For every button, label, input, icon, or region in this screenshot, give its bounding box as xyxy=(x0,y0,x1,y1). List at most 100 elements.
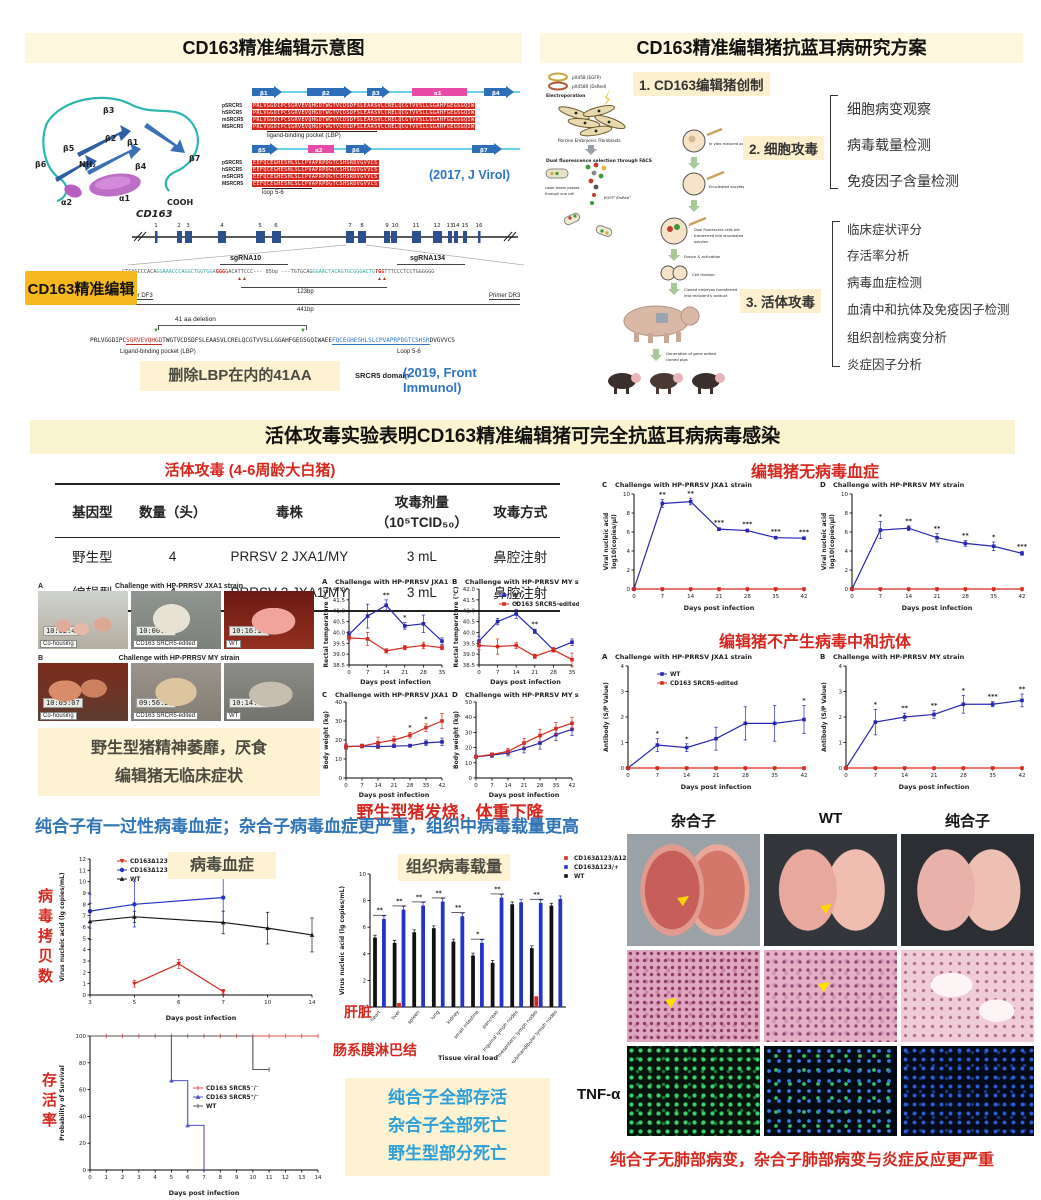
panel-research-plan: CD163精准编辑猪抗蓝耳病研究方案 pX458 (EGFP) pX458R (… xyxy=(540,33,1023,405)
citation-2019: (2019, Front Immunol) xyxy=(403,365,477,395)
svg-text:100: 100 xyxy=(76,1034,87,1040)
svg-text:0: 0 xyxy=(477,670,481,676)
protein-label-b7: β7 xyxy=(189,154,200,163)
svg-text:35: 35 xyxy=(553,783,560,789)
svg-text:41.5: 41.5 xyxy=(463,598,476,604)
svg-text:35: 35 xyxy=(772,594,779,600)
svg-text:7: 7 xyxy=(202,1175,206,1181)
svg-text:A: A xyxy=(602,653,608,661)
ss-diagram-block2: β5 α2 β6 β7 xyxy=(252,143,520,155)
step-2-item: 细胞病变观察 xyxy=(847,101,931,117)
challenge-heading: 活体攻毒 (4-6周龄大白猪) xyxy=(164,462,336,479)
protein-label-cooh: COOH xyxy=(167,198,193,207)
histology-wt xyxy=(764,950,897,1042)
svg-text:log10(copies/μl): log10(copies/μl) xyxy=(611,514,618,569)
svg-text:6: 6 xyxy=(83,925,87,931)
protein-label-nh2: NH₂ xyxy=(79,160,96,169)
pathology-headers: 杂合子 WT 纯合子 xyxy=(627,810,1041,831)
svg-text:21: 21 xyxy=(713,773,720,779)
svg-text:*: * xyxy=(403,614,407,622)
svg-text:**: ** xyxy=(416,894,423,901)
svg-text:4: 4 xyxy=(621,664,625,670)
sgrna134-label: sgRNA134 xyxy=(410,255,446,262)
step-2-box: 2. 细胞攻毒 xyxy=(743,136,825,160)
step-3-item: 炎症因子分析 xyxy=(847,358,923,372)
svg-text:42.0: 42.0 xyxy=(333,587,346,593)
svg-text:7: 7 xyxy=(348,223,352,229)
svg-text:10: 10 xyxy=(249,1175,256,1181)
svg-text:CD163Δ123/Δ123: CD163Δ123/Δ123 xyxy=(574,856,630,862)
svg-text:WT: WT xyxy=(574,874,584,880)
protein-label-a2: α2 xyxy=(61,198,72,207)
svg-text:Days post infection: Days post infection xyxy=(169,1189,240,1197)
photo-label: Co-housing xyxy=(40,640,77,648)
svg-text:Days post infection: Days post infection xyxy=(490,678,561,686)
svg-text:0: 0 xyxy=(83,1168,87,1174)
svg-text:35: 35 xyxy=(989,773,996,779)
svg-text:4: 4 xyxy=(627,549,631,555)
lung-photo-het xyxy=(627,834,760,946)
ss-b1: β1 xyxy=(260,91,268,97)
svg-text:28: 28 xyxy=(742,773,749,779)
svg-text:8: 8 xyxy=(845,511,849,517)
svg-text:*: * xyxy=(408,723,412,731)
pig-photo: 10:14:47 WT xyxy=(224,663,314,721)
chart-antibody-my: B Challenge with HP-PRRSV MY strain 0 1 2 3 4 0… xyxy=(820,653,1026,791)
svg-text:28: 28 xyxy=(550,670,557,676)
svg-text:12: 12 xyxy=(79,857,86,863)
plasmid1-label: pX458 (EGFP) xyxy=(572,75,601,80)
svg-text:1: 1 xyxy=(839,741,843,747)
svg-text:42: 42 xyxy=(439,783,446,789)
cut-site-marks-right: ▲▲ xyxy=(377,276,387,282)
chart-body-weight-my: D Challenge with HP-PRRSV MY strain 0 10 20 3… xyxy=(452,691,579,799)
svg-text:*: * xyxy=(992,533,996,541)
laser-label-2: through one cell xyxy=(545,192,574,196)
svg-text:7: 7 xyxy=(221,1000,225,1006)
svg-text:21: 21 xyxy=(716,594,723,600)
svg-text:10: 10 xyxy=(335,757,342,763)
protein-label-b6: β6 xyxy=(35,160,47,169)
svg-text:3: 3 xyxy=(83,959,87,965)
svg-text:0: 0 xyxy=(339,776,343,782)
svg-text:42: 42 xyxy=(569,783,576,789)
sgrna10-arrow xyxy=(220,264,288,265)
step-3-bracket xyxy=(832,221,840,367)
svg-text:0: 0 xyxy=(347,670,351,676)
down-arrow-icon xyxy=(585,145,597,155)
svg-text:Days post infection: Days post infection xyxy=(360,678,431,686)
svg-text:7: 7 xyxy=(879,594,883,600)
svg-text:1: 1 xyxy=(105,1175,109,1181)
svg-text:7: 7 xyxy=(360,783,364,789)
svg-text:Challenge with HP-PRRSV MY str: Challenge with HP-PRRSV MY strain xyxy=(833,653,965,661)
flow-arrow-icon xyxy=(688,200,700,212)
svg-text:39.5: 39.5 xyxy=(463,641,476,647)
svg-text:7: 7 xyxy=(661,594,665,600)
svg-text:10: 10 xyxy=(264,1000,271,1006)
cloning-workflow-diagram: pX458 (EGFP) pX458R (DsRed) Electroporat… xyxy=(545,72,753,394)
svg-text:**: ** xyxy=(377,907,384,914)
svg-text:*: * xyxy=(879,513,883,521)
svg-text:9: 9 xyxy=(385,223,389,229)
svg-text:*: * xyxy=(802,697,806,705)
pef-label: Porcine Embryonic Fibroblasts xyxy=(558,138,621,143)
svg-text:14: 14 xyxy=(901,773,908,779)
svg-text:20: 20 xyxy=(79,1141,86,1147)
photo-label: CD163 SRCR5-edited xyxy=(133,640,199,648)
svg-text:Rectal temperature (℃): Rectal temperature (℃) xyxy=(453,586,460,667)
svg-text:3: 3 xyxy=(137,1175,141,1181)
svg-text:42: 42 xyxy=(1019,594,1026,600)
svg-text:14: 14 xyxy=(905,594,912,600)
svg-text:Challenge with HP-PRRSV JXA1 s: Challenge with HP-PRRSV JXA1 strain xyxy=(615,653,752,661)
svg-text:40.5: 40.5 xyxy=(463,620,476,626)
photo-label: WT xyxy=(226,712,242,720)
svg-text:14: 14 xyxy=(687,594,694,600)
svg-text:6: 6 xyxy=(186,1175,190,1181)
pig-photo: 09:56:22 CD163 SRCR5-edited xyxy=(131,663,221,721)
svg-text:30: 30 xyxy=(465,730,472,736)
step-2-item: 病毒载量检测 xyxy=(847,137,931,153)
embryo-label-1: Cloned embryos transferred xyxy=(684,287,738,292)
svg-text:12: 12 xyxy=(434,223,441,229)
histology-hom xyxy=(901,950,1034,1042)
svg-text:15: 15 xyxy=(462,223,469,229)
